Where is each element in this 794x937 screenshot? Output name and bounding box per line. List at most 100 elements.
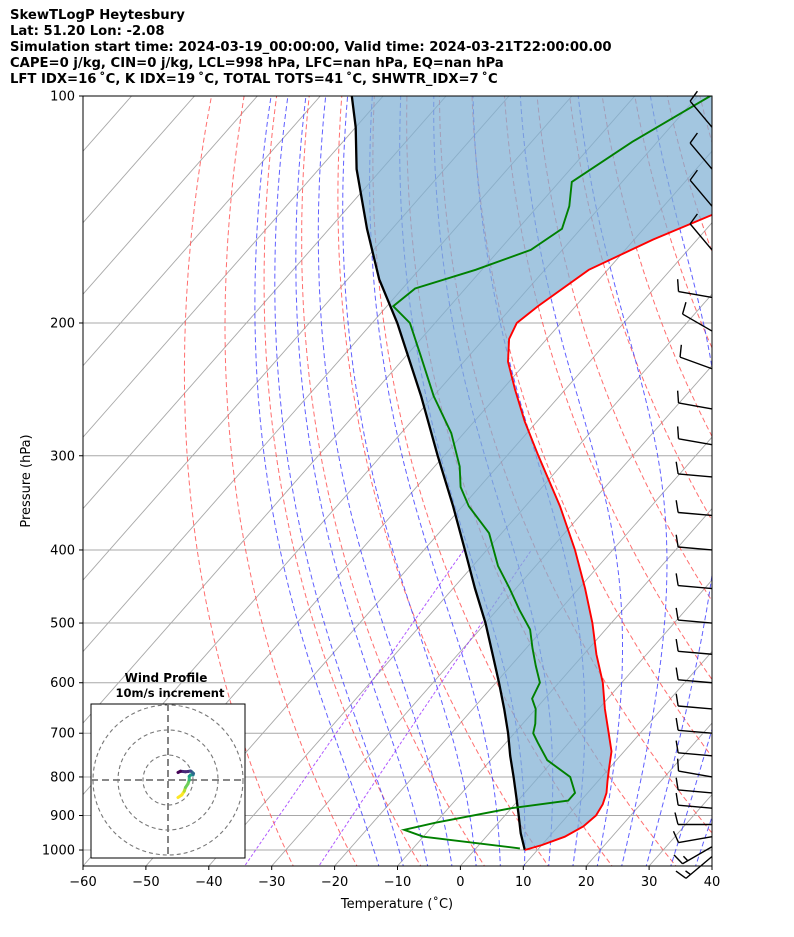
wind-barb	[676, 426, 713, 446]
wind-barb-staff	[678, 619, 713, 624]
wind-barb-staff	[678, 679, 713, 684]
wind-barb-staff	[689, 179, 713, 207]
isotherm-line	[711, 865, 712, 866]
y-tick-label: 900	[50, 809, 75, 824]
x-axis-label: Temperature (˚C)	[340, 896, 453, 912]
wind-barb-staff	[689, 100, 713, 128]
wind-barb-staff	[689, 142, 713, 170]
y-tick-label: 700	[50, 727, 75, 742]
x-tick-label: 40	[704, 875, 721, 890]
dry-adiabat	[471, 96, 712, 758]
wind-barb-staff	[678, 705, 713, 710]
wind-barb	[673, 846, 713, 865]
wind-barb	[676, 758, 713, 778]
parcel-profile-line	[350, 96, 526, 851]
wind-barb-flag	[681, 301, 687, 315]
x-tick-label: 20	[578, 875, 595, 890]
wind-barb-staff	[678, 438, 713, 446]
wind-barb	[681, 301, 713, 332]
cin-shading	[351, 96, 712, 850]
x-tick-label: 10	[515, 875, 532, 890]
cin-shade-area	[351, 96, 712, 850]
wind-barb	[676, 390, 713, 410]
wind-barb-flag	[672, 830, 680, 843]
wind-barb-staff	[678, 546, 713, 551]
wind-barb-flag	[675, 777, 679, 791]
moist-adiabat	[645, 96, 712, 866]
isotherm-line	[83, 96, 447, 510]
wind-barb-flag	[679, 344, 683, 358]
moist-adiabat	[577, 96, 668, 866]
wind-barb-flag	[675, 461, 679, 475]
figure-title-block: SkewTLogP Heytesbury Lat: 51.20 Lon: -2.…	[10, 8, 780, 88]
wind-barb-half-flag	[682, 855, 689, 862]
isotherm-line	[775, 96, 794, 866]
wind-barb-flag	[675, 534, 679, 548]
figure-title-line: SkewTLogP Heytesbury	[10, 8, 185, 23]
wind-barb-staff	[679, 356, 713, 370]
x-tick-label: −50	[132, 875, 159, 890]
wind-barb	[675, 667, 713, 684]
wind-barb	[675, 792, 713, 809]
wind-barb-flag	[676, 279, 680, 292]
dry-adiabat	[263, 96, 422, 866]
x-tick-label: −20	[321, 875, 348, 890]
wind-barb-flag	[675, 607, 679, 621]
hodograph-rings	[91, 704, 245, 858]
wind-barb-flag	[675, 667, 679, 680]
wind-barb-staff	[678, 584, 713, 590]
wind-barb	[675, 777, 713, 794]
dewpoint-line	[391, 96, 711, 850]
wind-barb-staff	[678, 770, 713, 778]
wind-barb-staff	[682, 313, 713, 332]
y-tick-label: 100	[50, 90, 75, 105]
wind-barb-staff	[678, 402, 713, 410]
wind-barb	[675, 740, 713, 757]
axes: Temperature (˚C) Pressure (hPa) −60 −50 −4…	[19, 90, 720, 913]
wind-barb	[675, 534, 713, 551]
isotherm-line	[334, 436, 712, 866]
wind-barb	[675, 638, 713, 655]
wind-barb	[672, 830, 713, 844]
isotherm-line	[83, 96, 258, 295]
x-tick-label: −40	[195, 875, 222, 890]
wind-barb-staff	[678, 835, 713, 844]
y-tick-label: 1000	[42, 844, 75, 859]
x-tick-label: 0	[456, 875, 464, 890]
wind-barb-half-flag	[685, 870, 691, 876]
wind-barb-flag	[675, 693, 679, 707]
dry-adiabat	[536, 96, 712, 602]
wind-barb	[689, 213, 713, 251]
wind-barb-flag	[675, 740, 679, 753]
isotherm-line	[585, 722, 712, 866]
sounding-lines	[350, 96, 712, 851]
y-tick-label: 400	[50, 543, 75, 558]
wind-barb-flag	[676, 390, 680, 404]
wind-barb	[679, 344, 713, 370]
wind-barb	[689, 169, 713, 207]
wind-barb	[676, 279, 713, 299]
figure-title-line: Lat: 51.20 Lon: -2.08	[10, 24, 165, 39]
y-tick-label: 200	[50, 316, 75, 331]
dry-adiabat	[503, 96, 712, 681]
wind-barb-staff	[689, 223, 713, 251]
isotherm-line	[271, 364, 712, 866]
dry-adiabat	[183, 96, 294, 866]
hodograph-inset: Wind Profile 10m/s increment	[90, 671, 246, 859]
x-tick-label: 30	[641, 875, 658, 890]
moist-adiabat	[317, 96, 453, 866]
figure-title-line: LFT IDX=16 ˚C, K IDX=19 ˚C, TOTAL TOTS=4…	[10, 72, 498, 87]
wind-barb	[675, 461, 713, 478]
wind-barb-staff	[678, 511, 713, 517]
dry-adiabat	[301, 96, 486, 866]
isotherm-line	[83, 96, 384, 438]
wind-barb-flag	[675, 717, 679, 731]
moist-adiabat	[670, 727, 712, 866]
y-tick-label: 300	[50, 449, 75, 464]
wind-barb	[675, 855, 713, 879]
wind-barb	[675, 607, 713, 624]
wind-barb-flag	[689, 169, 698, 181]
figure-title-line: Simulation start time: 2024-03-19_00:00:…	[10, 40, 612, 55]
wind-barb-staff	[678, 650, 713, 655]
